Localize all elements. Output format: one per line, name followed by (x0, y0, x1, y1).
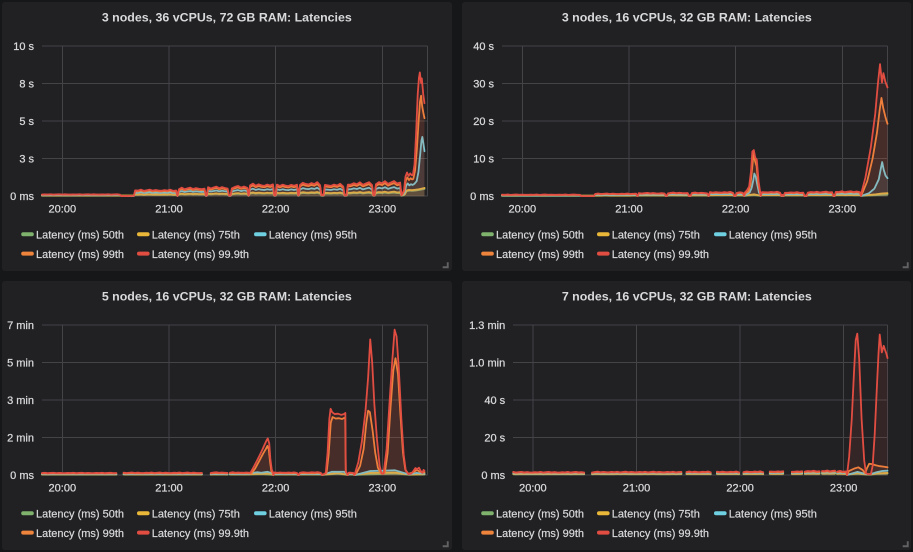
svg-text:21:00: 21:00 (615, 203, 643, 215)
svg-text:Latency (ms) 95th: Latency (ms) 95th (728, 229, 816, 241)
svg-text:22:00: 22:00 (726, 482, 754, 494)
svg-text:8 s: 8 s (19, 79, 34, 91)
svg-text:20 s: 20 s (473, 116, 494, 128)
svg-text:20 s: 20 s (484, 433, 505, 445)
svg-text:Latency (ms) 50th: Latency (ms) 50th (36, 229, 124, 241)
svg-text:23:00: 23:00 (829, 482, 857, 494)
svg-text:Latency (ms) 50th: Latency (ms) 50th (36, 508, 124, 520)
svg-text:3 s: 3 s (19, 154, 34, 166)
svg-text:30 s: 30 s (473, 79, 494, 91)
svg-text:23:00: 23:00 (369, 203, 397, 215)
svg-text:22:00: 22:00 (262, 482, 290, 494)
svg-text:5 s: 5 s (19, 116, 34, 128)
svg-text:10 s: 10 s (473, 154, 494, 166)
svg-text:1.3 min: 1.3 min (469, 320, 505, 332)
svg-text:Latency (ms) 75th: Latency (ms) 75th (152, 229, 240, 241)
svg-text:22:00: 22:00 (721, 203, 749, 215)
svg-text:Latency (ms) 95th: Latency (ms) 95th (269, 229, 357, 241)
svg-text:Latency (ms) 75th: Latency (ms) 75th (611, 229, 699, 241)
svg-text:0 ms: 0 ms (470, 191, 494, 203)
svg-text:23:00: 23:00 (828, 203, 856, 215)
svg-text:Latency (ms) 99th: Latency (ms) 99th (496, 528, 584, 540)
svg-text:21:00: 21:00 (622, 482, 650, 494)
svg-text:3 nodes, 16 vCPUs, 32 GB RAM:: 3 nodes, 16 vCPUs, 32 GB RAM: Latencies (561, 11, 811, 25)
svg-text:3 nodes, 36 vCPUs, 72 GB RAM:: 3 nodes, 36 vCPUs, 72 GB RAM: Latencies (102, 11, 352, 25)
svg-text:10 s: 10 s (13, 41, 34, 53)
svg-text:20:00: 20:00 (508, 203, 536, 215)
svg-text:0 ms: 0 ms (10, 191, 34, 203)
svg-text:Latency (ms) 99.9th: Latency (ms) 99.9th (611, 249, 708, 261)
svg-text:40 s: 40 s (484, 395, 505, 407)
svg-text:21:00: 21:00 (155, 482, 183, 494)
svg-text:Latency (ms) 99.9th: Latency (ms) 99.9th (611, 528, 708, 540)
svg-text:Latency (ms) 99.9th: Latency (ms) 99.9th (152, 249, 249, 261)
svg-text:22:00: 22:00 (262, 203, 290, 215)
svg-text:Latency (ms) 95th: Latency (ms) 95th (728, 508, 816, 520)
svg-text:Latency (ms) 75th: Latency (ms) 75th (611, 508, 699, 520)
svg-text:Latency (ms) 50th: Latency (ms) 50th (496, 508, 584, 520)
svg-text:2 min: 2 min (7, 433, 34, 445)
svg-text:Latency (ms) 99.9th: Latency (ms) 99.9th (152, 528, 249, 540)
svg-text:40 s: 40 s (473, 41, 494, 53)
svg-text:Latency (ms) 75th: Latency (ms) 75th (152, 508, 240, 520)
svg-text:0 ms: 0 ms (10, 470, 34, 482)
svg-text:0 ms: 0 ms (481, 470, 505, 482)
svg-text:5 min: 5 min (7, 358, 34, 370)
svg-text:7 nodes, 16 vCPUs, 32 GB RAM:: 7 nodes, 16 vCPUs, 32 GB RAM: Latencies (561, 290, 811, 304)
svg-text:21:00: 21:00 (155, 203, 183, 215)
svg-text:Latency (ms) 99th: Latency (ms) 99th (36, 528, 124, 540)
svg-text:5 nodes, 16 vCPUs, 32 GB RAM:: 5 nodes, 16 vCPUs, 32 GB RAM: Latencies (102, 290, 352, 304)
svg-text:7 min: 7 min (7, 320, 34, 332)
svg-text:Latency (ms) 99th: Latency (ms) 99th (496, 249, 584, 261)
svg-text:20:00: 20:00 (519, 482, 547, 494)
svg-text:Latency (ms) 99th: Latency (ms) 99th (36, 249, 124, 261)
svg-text:Latency (ms) 95th: Latency (ms) 95th (269, 508, 357, 520)
svg-text:23:00: 23:00 (369, 482, 397, 494)
svg-text:Latency (ms) 50th: Latency (ms) 50th (496, 229, 584, 241)
svg-text:20:00: 20:00 (49, 482, 77, 494)
svg-text:1.0 min: 1.0 min (469, 358, 505, 370)
svg-text:3 min: 3 min (7, 395, 34, 407)
svg-text:20:00: 20:00 (49, 203, 77, 215)
